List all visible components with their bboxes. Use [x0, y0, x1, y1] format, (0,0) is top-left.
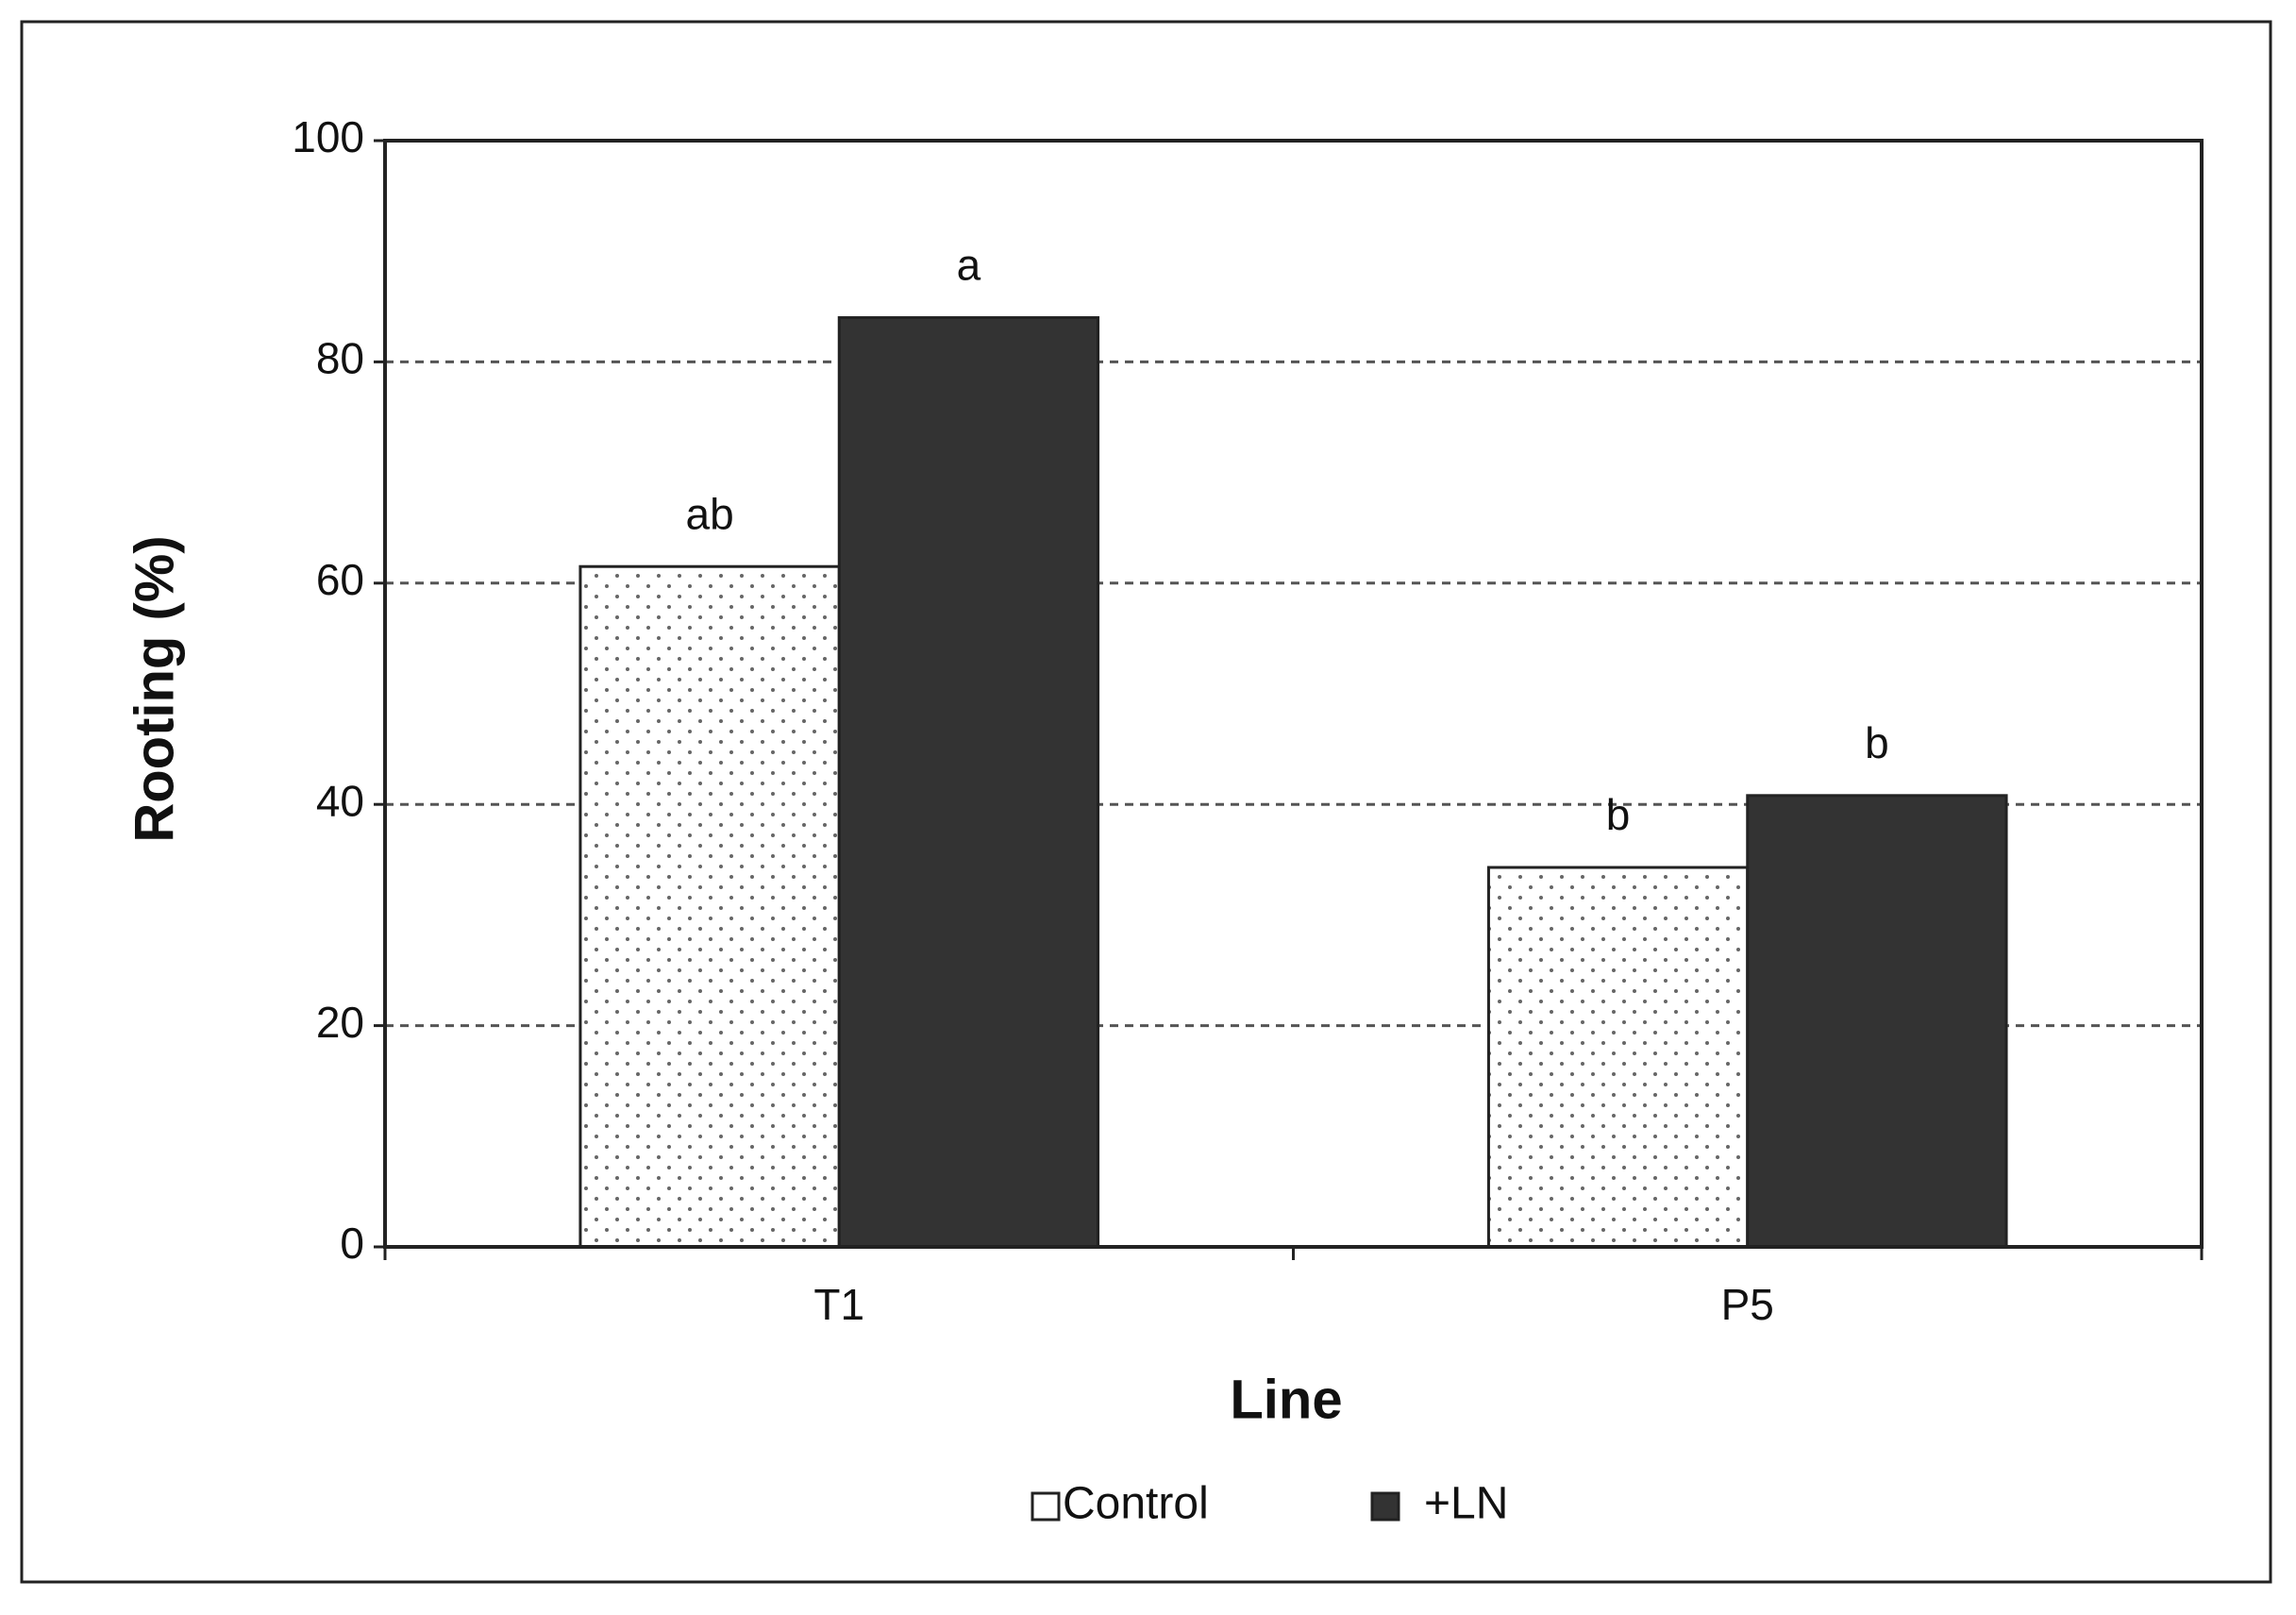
y-tick-label: 60: [316, 555, 364, 604]
bar-annotation: a: [957, 241, 981, 290]
bar: [837, 316, 1100, 1249]
legend-swatch: [1031, 1491, 1061, 1522]
y-axis-title: Rooting (%): [124, 535, 185, 842]
y-tick-label: 20: [316, 998, 364, 1047]
x-tick-label: T1: [813, 1280, 864, 1329]
legend-label: +LN: [1424, 1479, 1508, 1529]
legend-swatch: [1370, 1491, 1400, 1522]
legend-label: Control: [1063, 1479, 1209, 1529]
bar: [1746, 794, 2008, 1249]
bar-annotation: b: [1865, 718, 1889, 767]
y-tick-label: 100: [292, 112, 364, 161]
bar-annotation: b: [1606, 790, 1631, 839]
y-tick-label: 40: [316, 776, 364, 825]
x-tick-label: P5: [1721, 1280, 1774, 1329]
x-axis-title: Line: [1230, 1369, 1342, 1430]
y-tick-label: 0: [340, 1219, 364, 1268]
bar-annotation: ab: [686, 489, 734, 538]
bar: [578, 564, 841, 1249]
bar: [1486, 866, 1750, 1249]
y-tick-label: 80: [316, 334, 364, 383]
